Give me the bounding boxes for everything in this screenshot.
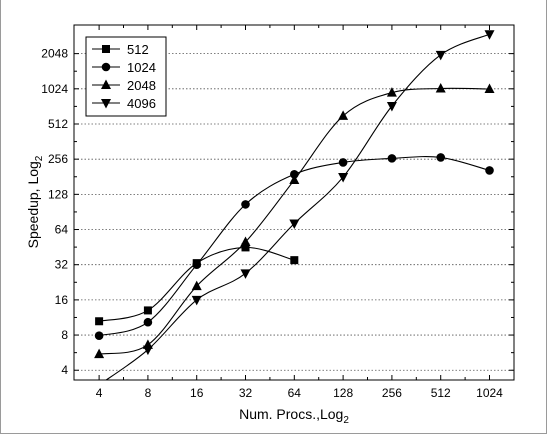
legend-marker-2048	[101, 79, 111, 89]
series-1024-marker	[338, 158, 348, 167]
series-4096-marker	[191, 295, 202, 306]
y-tick-label: 256	[48, 152, 68, 166]
x-tick-label: 8	[145, 386, 152, 400]
x-tick-label: 64	[288, 386, 302, 400]
y-tick-label: 64	[55, 223, 69, 237]
y-tick-label: 512	[48, 117, 68, 131]
legend-label-4096: 4096	[127, 96, 156, 111]
axis-ticks: 4 8 16 32 64 128 256 512 1024 2048 4 8 16 32 64 128 256 5…	[41, 25, 514, 400]
legend-label-1024: 1024	[127, 60, 156, 75]
series-1024-marker	[192, 260, 202, 270]
series-2048-marker	[484, 83, 495, 94]
y-tick-label: 8	[61, 328, 68, 342]
legend-items: 512 1024 2048 4096	[92, 42, 156, 111]
legend-box	[85, 36, 167, 117]
series-2048-marker	[94, 348, 105, 359]
series-512-marker	[241, 243, 250, 252]
series-4096-marker	[338, 173, 349, 183]
legend-marker-4096	[101, 99, 111, 109]
x-tick-label: 4	[96, 386, 103, 400]
series-512-marker	[290, 256, 299, 265]
series-2048-marker	[240, 236, 251, 247]
legend-marker-1024	[101, 62, 111, 72]
legend: 512 1024 2048 4096	[85, 36, 167, 117]
series-2048-marker	[386, 87, 397, 97]
y-tick-label: 32	[55, 258, 69, 272]
legend-label-2048: 2048	[127, 78, 156, 93]
legend-label-512: 512	[127, 42, 149, 57]
series-1024-marker	[387, 154, 397, 163]
x-tick-label: 32	[239, 386, 253, 400]
x-tick-label: 512	[431, 386, 451, 400]
series-2048-marker	[289, 174, 300, 184]
x-tick-label: 16	[190, 386, 204, 400]
series-1024-marker	[436, 153, 446, 162]
y-tick-label: 1024	[41, 82, 68, 96]
x-tick-label: 1024	[476, 386, 503, 400]
series-markers	[94, 30, 495, 359]
series-1024-marker	[485, 166, 494, 175]
y-tick-label: 4	[61, 363, 68, 377]
series-512-marker	[143, 306, 152, 315]
x-tick-label: 128	[333, 386, 353, 400]
y-axis-title-subscript: 2	[34, 155, 45, 161]
series-4096-marker	[142, 345, 153, 356]
series-4096-marker	[435, 50, 446, 61]
series-2048-marker	[435, 83, 446, 93]
series-4096-marker	[240, 269, 251, 279]
y-tick-label: 128	[48, 187, 68, 201]
series-1024-marker	[94, 331, 104, 340]
x-tick-label: 256	[382, 386, 402, 400]
series-1024-marker	[290, 169, 299, 179]
series-4096-marker	[289, 219, 300, 230]
x-axis-title-subscript: 2	[343, 415, 349, 426]
legend-marker-512	[102, 45, 110, 53]
series-1024-marker	[143, 317, 153, 327]
series-4096-marker	[484, 30, 495, 40]
series-512-marker	[95, 317, 104, 326]
series-2048-marker	[338, 110, 349, 120]
y-tick-label: 16	[55, 293, 69, 307]
series-1024-marker	[241, 200, 250, 209]
series-2048-marker	[191, 280, 202, 291]
x-axis-title: Num. Procs.,Log2	[239, 406, 349, 426]
y-tick-label: 2048	[41, 47, 68, 61]
y-axis-title: Speedup, Log2	[25, 155, 45, 248]
series-4096-marker	[386, 101, 397, 112]
